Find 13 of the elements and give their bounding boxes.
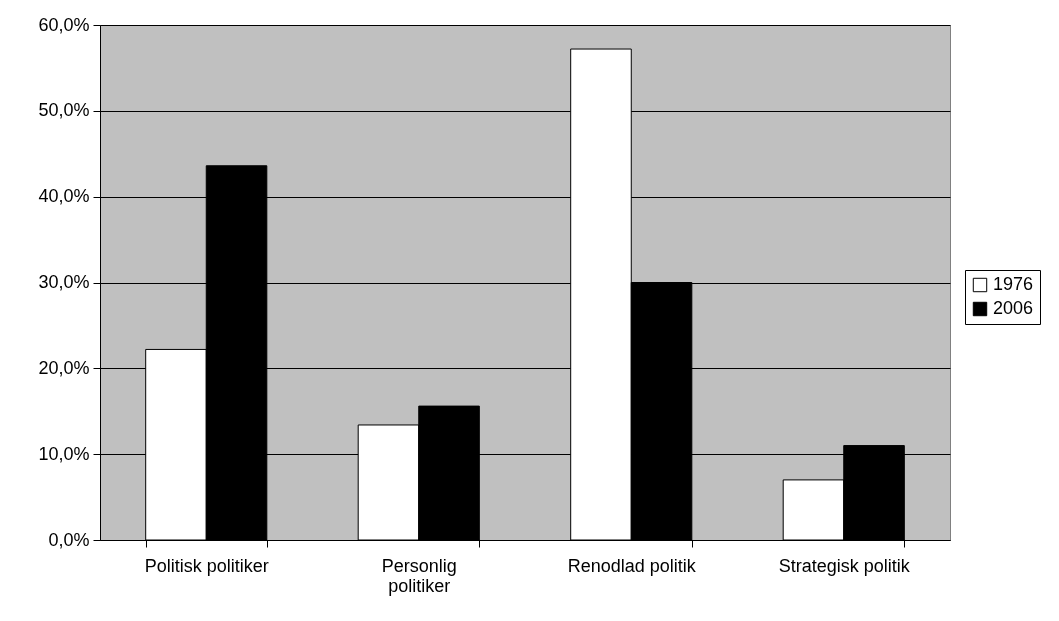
x-tick-label: Strategisk politik <box>778 555 911 576</box>
y-tick-label: 40,0% <box>38 186 90 207</box>
y-tick-label: 20,0% <box>38 357 90 378</box>
y-tick-label: 30,0% <box>38 272 90 292</box>
legend-label: 2006 <box>993 298 1034 318</box>
y-tick-label: 0,0% <box>48 529 90 550</box>
y-tick-label: 50,0% <box>38 100 90 121</box>
x-tick-label: Personlig politiker <box>381 555 457 596</box>
y-tick-label: 10,0% <box>38 443 90 464</box>
x-tick-label: Politisk politiker <box>144 555 269 576</box>
x-tick-label: Renodlad politik <box>567 555 697 576</box>
legend-label: 1976 <box>993 274 1034 294</box>
y-tick-label: 60,0% <box>38 14 90 35</box>
